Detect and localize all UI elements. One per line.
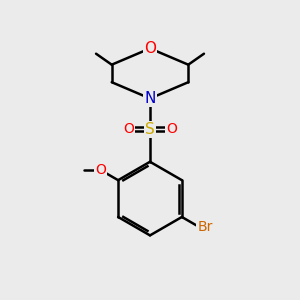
Text: N: N [144, 91, 156, 106]
Text: S: S [145, 122, 155, 137]
Text: O: O [95, 163, 106, 177]
Text: O: O [166, 122, 177, 136]
Text: O: O [144, 41, 156, 56]
Text: O: O [123, 122, 134, 136]
Text: Br: Br [197, 220, 213, 234]
